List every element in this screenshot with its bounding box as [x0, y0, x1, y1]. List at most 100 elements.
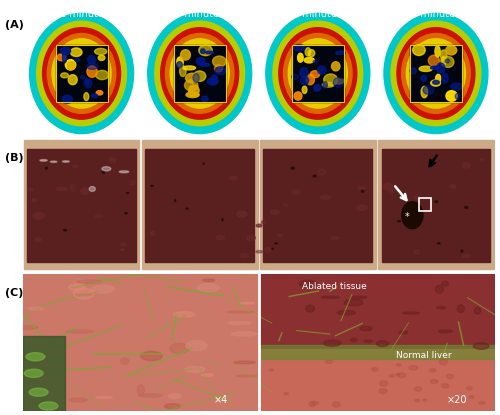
Text: 3 minutes: 3 minutes [294, 10, 343, 20]
Bar [410, 45, 462, 102]
Ellipse shape [326, 360, 333, 364]
Bar [174, 45, 226, 102]
Ellipse shape [412, 44, 425, 56]
Ellipse shape [35, 238, 42, 241]
Ellipse shape [446, 46, 457, 55]
Ellipse shape [40, 159, 47, 161]
Ellipse shape [450, 83, 462, 90]
Ellipse shape [29, 388, 48, 396]
Ellipse shape [168, 393, 181, 399]
Text: 2 minutes: 2 minutes [175, 10, 224, 20]
Ellipse shape [24, 369, 43, 377]
Ellipse shape [26, 353, 45, 361]
Ellipse shape [174, 312, 195, 317]
Bar [22, 274, 259, 411]
Ellipse shape [148, 13, 252, 134]
Ellipse shape [442, 73, 448, 83]
Ellipse shape [76, 294, 92, 295]
Ellipse shape [350, 296, 367, 299]
Ellipse shape [138, 394, 162, 397]
Ellipse shape [125, 212, 128, 214]
Ellipse shape [446, 90, 458, 101]
Ellipse shape [102, 167, 111, 171]
Ellipse shape [294, 44, 305, 51]
Ellipse shape [324, 74, 338, 85]
Ellipse shape [430, 80, 440, 86]
Ellipse shape [333, 78, 344, 87]
Bar [292, 45, 344, 102]
Ellipse shape [60, 73, 68, 78]
Ellipse shape [70, 48, 82, 56]
Ellipse shape [184, 366, 205, 373]
Ellipse shape [306, 305, 314, 312]
Ellipse shape [208, 78, 218, 85]
Ellipse shape [197, 284, 220, 292]
Ellipse shape [306, 74, 314, 85]
Ellipse shape [200, 63, 210, 66]
Ellipse shape [91, 94, 98, 98]
Ellipse shape [279, 28, 357, 119]
Text: *: * [405, 212, 410, 222]
Ellipse shape [313, 175, 316, 177]
Ellipse shape [461, 250, 462, 252]
Ellipse shape [409, 366, 418, 370]
Ellipse shape [396, 374, 400, 376]
Ellipse shape [89, 186, 96, 191]
Ellipse shape [299, 280, 318, 288]
Ellipse shape [86, 80, 89, 85]
Ellipse shape [400, 210, 406, 212]
Ellipse shape [188, 85, 199, 96]
Bar [259, 349, 495, 411]
Ellipse shape [278, 234, 282, 237]
Ellipse shape [32, 199, 36, 202]
Ellipse shape [120, 358, 128, 364]
Ellipse shape [436, 74, 441, 82]
Ellipse shape [423, 85, 434, 94]
Ellipse shape [50, 161, 57, 162]
Ellipse shape [81, 76, 84, 79]
Ellipse shape [236, 375, 257, 377]
Ellipse shape [176, 62, 182, 68]
Ellipse shape [379, 388, 387, 393]
Ellipse shape [174, 200, 176, 202]
Ellipse shape [294, 92, 302, 100]
Ellipse shape [198, 45, 212, 56]
Ellipse shape [215, 67, 226, 74]
Ellipse shape [463, 163, 470, 168]
Ellipse shape [98, 55, 105, 61]
Ellipse shape [302, 86, 307, 93]
Ellipse shape [228, 176, 237, 180]
Ellipse shape [414, 387, 422, 391]
Bar [56, 45, 108, 102]
Ellipse shape [399, 331, 408, 334]
Ellipse shape [462, 254, 470, 258]
Bar [56, 45, 108, 102]
Ellipse shape [435, 46, 440, 57]
Bar [264, 149, 372, 262]
Ellipse shape [438, 330, 452, 333]
Ellipse shape [60, 47, 70, 55]
Ellipse shape [138, 385, 144, 395]
Ellipse shape [68, 62, 75, 70]
Ellipse shape [496, 190, 500, 195]
Ellipse shape [376, 341, 388, 347]
Ellipse shape [34, 214, 44, 219]
Ellipse shape [234, 361, 255, 364]
Ellipse shape [273, 21, 362, 126]
Ellipse shape [184, 80, 198, 91]
Ellipse shape [362, 190, 364, 192]
Ellipse shape [272, 248, 274, 249]
Ellipse shape [415, 196, 420, 199]
Bar [146, 149, 254, 262]
Bar [174, 45, 226, 102]
Ellipse shape [331, 237, 338, 239]
Bar [142, 140, 258, 269]
Ellipse shape [288, 39, 348, 108]
Ellipse shape [406, 39, 466, 108]
Ellipse shape [193, 73, 199, 83]
Ellipse shape [396, 364, 401, 366]
Ellipse shape [96, 90, 103, 95]
Ellipse shape [206, 51, 214, 54]
Ellipse shape [73, 288, 94, 299]
Ellipse shape [384, 13, 488, 134]
